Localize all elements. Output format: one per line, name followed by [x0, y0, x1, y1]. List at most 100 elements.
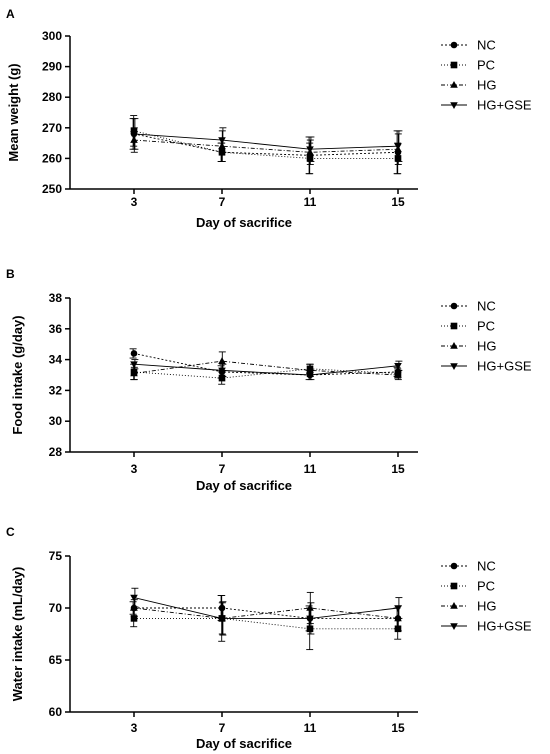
data-point [306, 372, 314, 379]
data-point [130, 350, 138, 357]
x-tick-label: 3 [131, 462, 138, 476]
legend-label: NC [477, 299, 496, 314]
legend-label: PC [477, 58, 495, 73]
y-tick-label: 75 [49, 549, 63, 563]
legend-entry: NC [441, 299, 496, 314]
legend-marker [450, 61, 458, 69]
data-point [394, 362, 402, 370]
legend-label: NC [477, 559, 496, 574]
data-point [306, 625, 314, 633]
legend-marker [450, 363, 458, 370]
series-line [134, 617, 398, 630]
x-axis-title: Day of sacrifice [196, 478, 292, 493]
legend-entry: HG [441, 78, 497, 93]
series-nc [129, 118, 402, 175]
legend-label: HG+GSE [477, 98, 532, 113]
legend-marker [450, 322, 458, 330]
y-tick-label: 270 [42, 121, 62, 135]
data-point [394, 605, 402, 612]
x-axis-title: Day of sacrifice [196, 215, 292, 230]
chart-panel-a: A 250 260 270 280 290 300 3 7 11 15 Day of sacrific… [6, 7, 532, 230]
legend-label: HG+GSE [477, 619, 532, 634]
x-tick-label: 7 [219, 721, 226, 735]
legend-label: HG [477, 599, 497, 614]
y-tick-label: 280 [42, 90, 62, 104]
series-line [133, 368, 399, 379]
x-tick-label: 11 [304, 195, 317, 209]
legend-entry: PC [441, 319, 495, 334]
legend-entry: HG [441, 339, 497, 354]
legend-marker [450, 562, 458, 570]
data-point [218, 367, 226, 375]
series-line [133, 133, 399, 156]
y-tick-label: 65 [49, 653, 63, 667]
legend-marker [450, 41, 458, 49]
legend-entry: HG+GSE [441, 98, 532, 113]
y-tick-label: 300 [42, 29, 62, 43]
data-point [306, 615, 314, 623]
y-tick-label: 70 [49, 601, 63, 615]
x-tick-label: 15 [391, 195, 405, 209]
legend-entry: NC [441, 38, 496, 53]
legend-entry: HG+GSE [441, 359, 532, 374]
series-hg [130, 351, 402, 381]
legend-entry: HG+GSE [441, 619, 532, 634]
y-tick-label: 30 [49, 414, 63, 428]
y-tick-label: 28 [49, 445, 63, 459]
y-tick-label: 32 [49, 383, 63, 397]
series-hg [130, 127, 402, 165]
data-point [306, 366, 314, 374]
legend-label: HG [477, 339, 497, 354]
data-point [130, 361, 138, 369]
legend-marker [450, 342, 458, 349]
panel-letter: A [6, 7, 15, 21]
data-point [218, 357, 226, 364]
chart-panel-b: B 28 30 32 34 36 38 3 7 11 15 Day of sacrifice Food … [6, 267, 532, 493]
legend-label: PC [477, 319, 495, 334]
series-hg-gse [130, 359, 403, 381]
data-point [394, 371, 402, 378]
data-point [130, 594, 138, 602]
series-line [133, 597, 399, 619]
series-line [133, 133, 399, 150]
y-axis-title: Water intake (mL/day) [10, 567, 25, 702]
y-tick-label: 260 [42, 151, 62, 165]
legend-entry: PC [441, 58, 495, 73]
data-point [130, 604, 138, 611]
data-point [218, 374, 226, 382]
x-tick-label: 7 [219, 195, 226, 209]
legend-label: HG+GSE [477, 359, 532, 374]
data-point [218, 142, 226, 149]
y-axis-title: Mean weight (g) [6, 63, 21, 161]
series-hg [130, 591, 402, 635]
data-point [218, 137, 226, 144]
x-tick-label: 7 [219, 462, 226, 476]
legend-marker [450, 302, 458, 310]
series-line [133, 607, 399, 619]
legend-marker [450, 623, 458, 630]
series-line [133, 130, 398, 159]
y-tick-label: 36 [49, 322, 63, 336]
legend-entry: HG [441, 599, 497, 614]
x-tick-label: 15 [391, 721, 405, 735]
y-tick-label: 60 [49, 705, 63, 719]
data-point [306, 146, 314, 154]
legend-label: HG [477, 78, 497, 93]
data-point [130, 615, 138, 622]
legend-marker [450, 81, 458, 88]
y-tick-label: 34 [49, 353, 63, 367]
series-hg-gse [130, 118, 403, 162]
y-tick-label: 290 [42, 60, 62, 74]
x-axis-title: Day of sacrifice [196, 736, 292, 751]
y-axis-title: Food intake (g/day) [10, 315, 25, 434]
legend-marker [450, 102, 458, 109]
series-line [133, 139, 399, 153]
legend-marker [450, 602, 458, 609]
data-point [130, 131, 138, 138]
data-point [394, 143, 402, 151]
series-hg-gse [130, 587, 403, 636]
x-tick-label: 3 [131, 195, 138, 209]
x-tick-label: 3 [131, 721, 138, 735]
data-point [130, 369, 138, 377]
